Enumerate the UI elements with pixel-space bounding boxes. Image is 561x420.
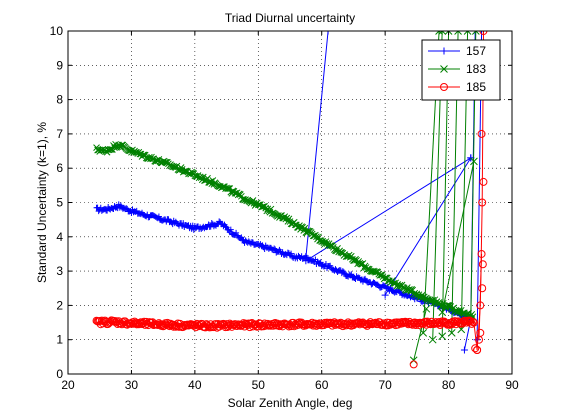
y-axis-label: Standard Uncertainty (k=1), % — [35, 122, 49, 283]
x-tick-label: 80 — [442, 378, 456, 392]
legend: 157 183 185 — [422, 40, 500, 100]
data-marker — [479, 285, 486, 292]
series-extra-line — [306, 31, 328, 257]
legend-box — [422, 40, 500, 100]
series-183 — [94, 28, 480, 364]
chart-title: Triad Diurnal uncertainty — [225, 11, 355, 25]
y-tick-label: 9 — [56, 58, 63, 72]
data-marker — [410, 361, 417, 368]
y-tick-label: 1 — [56, 333, 63, 347]
legend-label: 185 — [466, 80, 486, 94]
data-marker — [410, 357, 417, 364]
x-tick-label: 70 — [378, 378, 392, 392]
x-tick-label: 20 — [61, 378, 75, 392]
series-extra-line — [385, 158, 471, 295]
x-tick-label: 40 — [188, 378, 202, 392]
y-tick-label: 0 — [56, 367, 63, 381]
y-tick-label: 4 — [56, 230, 63, 244]
legend-label: 157 — [466, 44, 486, 58]
y-tick-label: 2 — [56, 298, 63, 312]
series-band-157 — [94, 201, 473, 322]
data-marker — [480, 178, 487, 185]
data-marker — [423, 305, 430, 312]
series-extra-line — [442, 161, 474, 312]
y-tick-label: 7 — [56, 127, 63, 141]
legend-label: 183 — [466, 62, 486, 76]
data-marker — [461, 346, 468, 353]
y-tick-label: 8 — [56, 93, 63, 107]
y-tick-label: 6 — [56, 161, 63, 175]
data-marker — [479, 261, 486, 268]
y-tick-label: 10 — [50, 24, 64, 38]
series-line — [97, 144, 474, 317]
y-tick-label: 3 — [56, 264, 63, 278]
y-tick-label: 5 — [56, 196, 63, 210]
x-axis-label: Solar Zenith Angle, deg — [228, 396, 353, 410]
x-tick-label: 50 — [252, 378, 266, 392]
x-tick-label: 60 — [315, 378, 329, 392]
x-tick-label: 30 — [125, 378, 139, 392]
x-tick-label: 90 — [505, 378, 519, 392]
data-marker — [382, 292, 389, 299]
